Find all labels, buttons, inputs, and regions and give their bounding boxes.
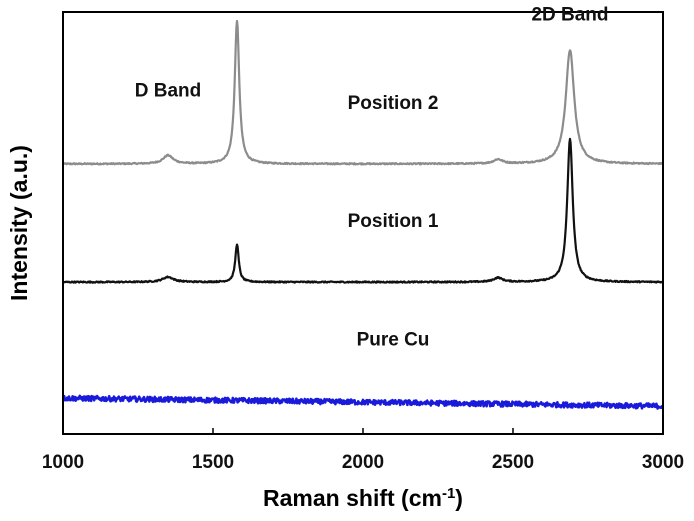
annotation-d-band: D Band: [135, 80, 202, 101]
x-axis-ticks: [62, 428, 664, 434]
plot-lines: [61, 19, 664, 410]
annotation-2d-band: 2D Band: [531, 4, 608, 25]
x-tick-label: 2500: [492, 452, 534, 473]
x-axis-label-superscript: -1: [442, 485, 455, 502]
x-tick-label: 2000: [342, 452, 384, 473]
annotation-position-2: Position 2: [348, 93, 439, 114]
x-tick-label: 3000: [642, 452, 684, 473]
x-axis-label-suffix: ): [455, 485, 463, 511]
y-axis-label: Intensity (a.u.): [6, 145, 32, 301]
x-axis-label: Raman shift (cm-1): [263, 485, 463, 512]
x-axis-tick-labels: 1000 1500 2000 2500 3000: [42, 452, 684, 473]
annotation-position-1: Position 1: [348, 211, 439, 232]
annotation-pure-cu: Pure Cu: [357, 329, 430, 350]
series-line-position-1: [62, 137, 664, 284]
series-line-position-2: [62, 19, 664, 166]
x-axis-label-main: Raman shift (cm: [263, 485, 442, 511]
x-tick-label: 1000: [42, 452, 84, 473]
x-tick-label: 1500: [192, 452, 234, 473]
series-line-pure-cu: [61, 394, 664, 410]
